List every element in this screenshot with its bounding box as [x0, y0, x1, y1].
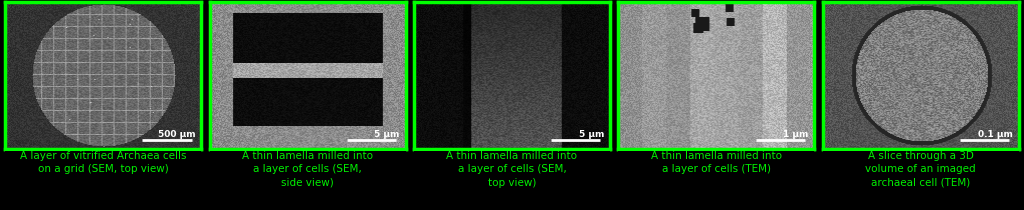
Text: 5 μm: 5 μm	[579, 130, 604, 139]
Text: A thin lamella milled into
a layer of cells (SEM,
top view): A thin lamella milled into a layer of ce…	[446, 151, 578, 188]
Text: A thin lamella milled into
a layer of cells (TEM): A thin lamella milled into a layer of ce…	[651, 151, 782, 174]
Text: A layer of vitrified Archaea cells
on a grid (SEM, top view): A layer of vitrified Archaea cells on a …	[20, 151, 186, 174]
Text: 5 μm: 5 μm	[375, 130, 399, 139]
Text: 0.1 μm: 0.1 μm	[978, 130, 1013, 139]
Text: 1 μm: 1 μm	[783, 130, 809, 139]
Text: A slice through a 3D
volume of an imaged
archaeal cell (TEM): A slice through a 3D volume of an imaged…	[865, 151, 976, 188]
Text: A thin lamella milled into
a layer of cells (SEM,
side view): A thin lamella milled into a layer of ce…	[242, 151, 373, 188]
Text: 500 μm: 500 μm	[158, 130, 196, 139]
